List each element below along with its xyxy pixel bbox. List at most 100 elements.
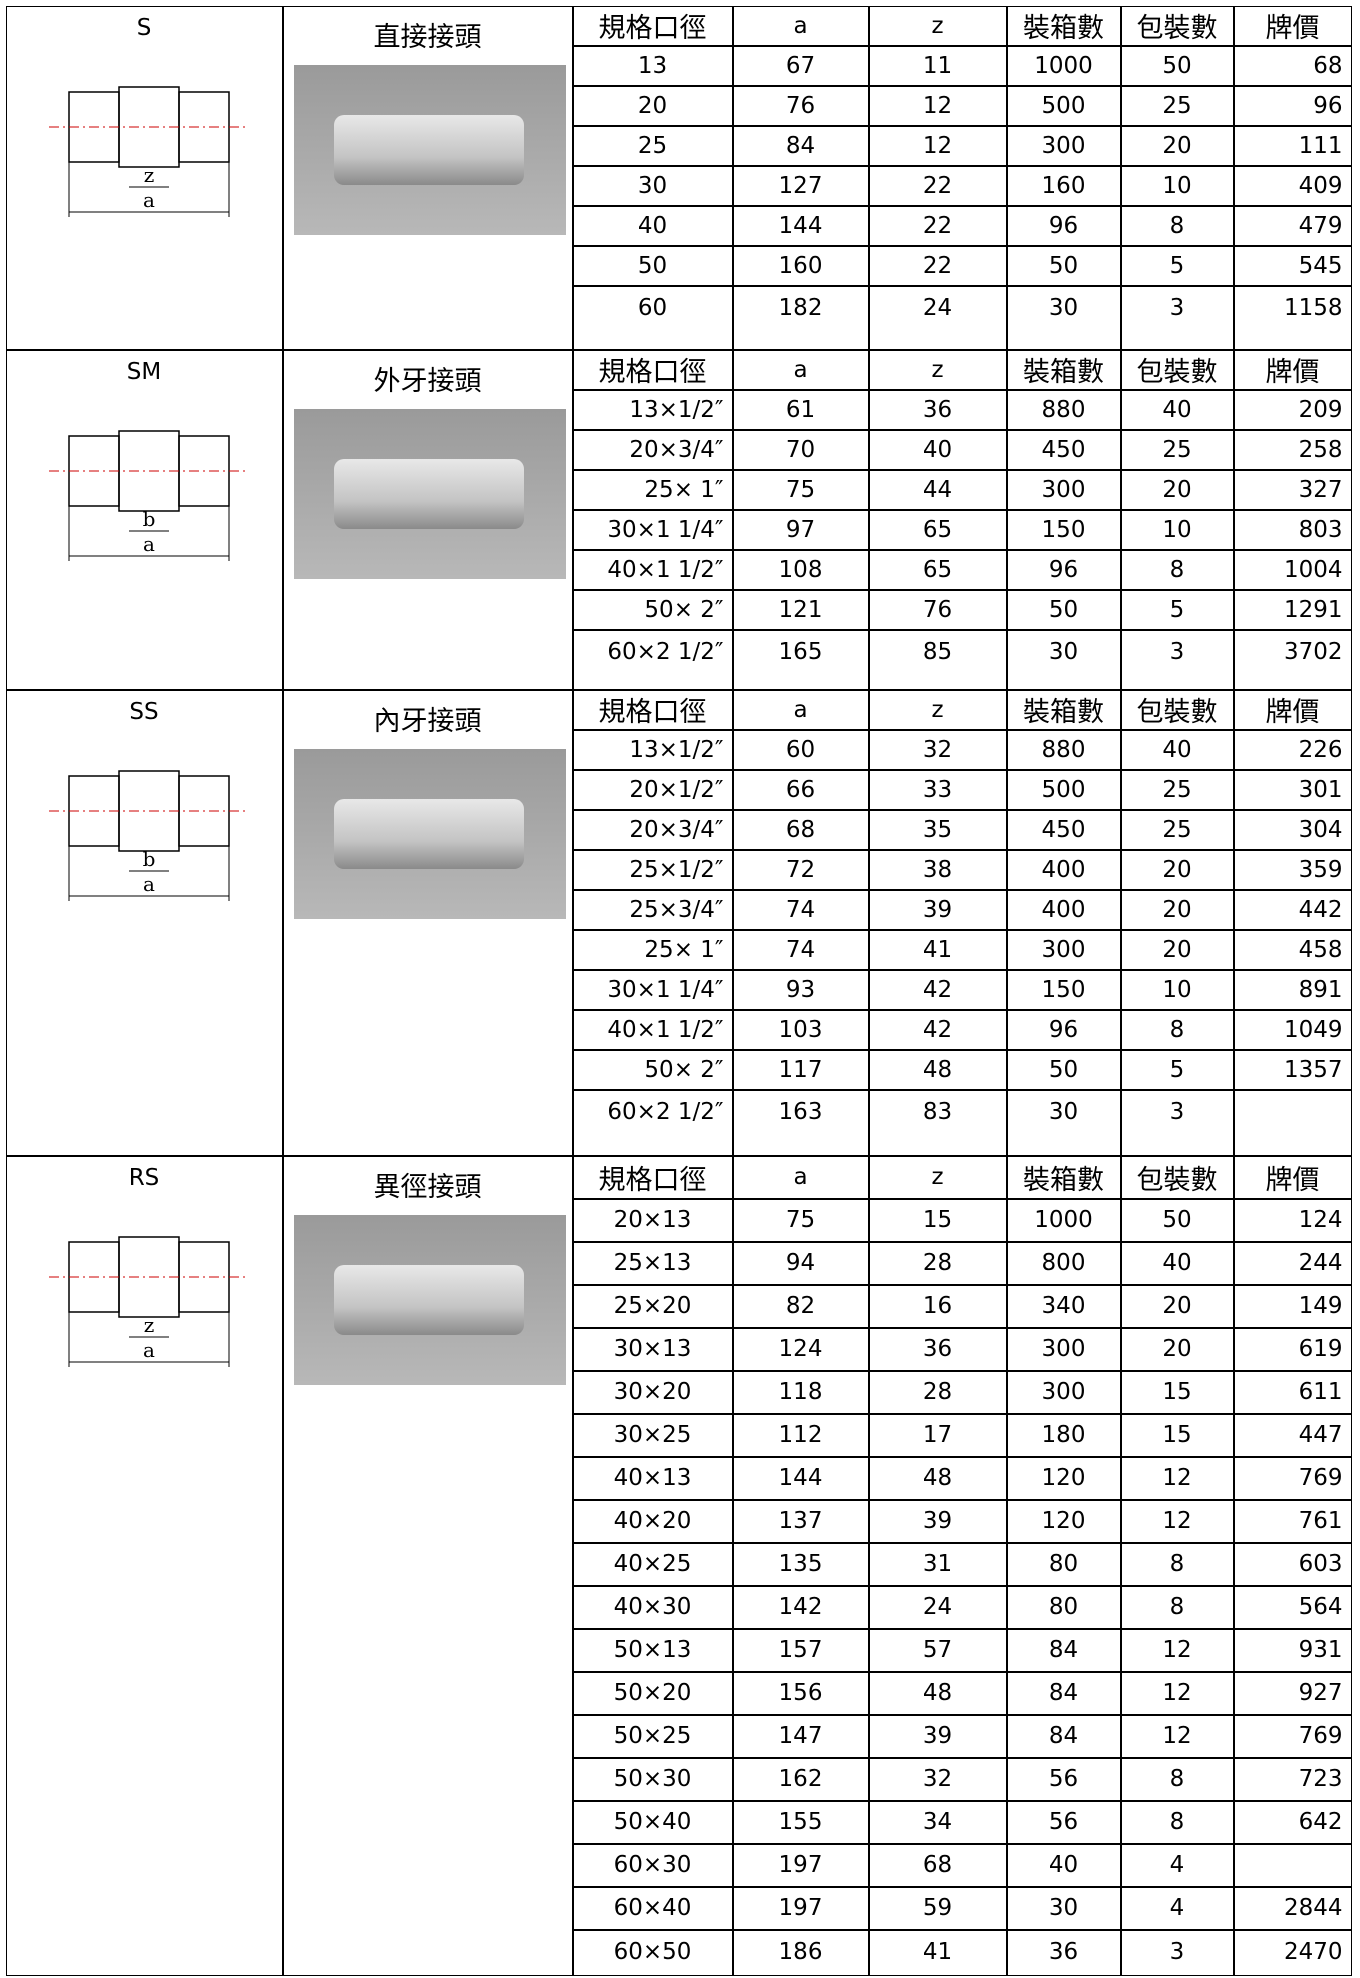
header-cell: a bbox=[732, 349, 869, 390]
table-cell: 30 bbox=[1006, 1886, 1121, 1930]
table-cell: 36 bbox=[868, 1327, 1007, 1371]
table-cell: 1000 bbox=[1006, 1198, 1121, 1242]
table-cell: 20 bbox=[1120, 849, 1234, 890]
table-cell: 10 bbox=[1120, 165, 1234, 206]
table-cell: 147 bbox=[732, 1714, 869, 1758]
table-cell: 25× 1″ bbox=[572, 929, 733, 970]
table-cell: 70 bbox=[732, 429, 869, 470]
section-code: SM b a bbox=[5, 349, 283, 690]
table-cell: 22 bbox=[868, 245, 1007, 286]
table-cell: 28 bbox=[868, 1241, 1007, 1285]
table-cell: 3 bbox=[1120, 629, 1234, 690]
table-cell: 165 bbox=[732, 629, 869, 690]
table-cell: 2470 bbox=[1233, 1929, 1352, 1976]
table-cell: 60×40 bbox=[572, 1886, 733, 1930]
table-cell: 25×3/4″ bbox=[572, 889, 733, 930]
table-cell: 40 bbox=[1120, 1241, 1234, 1285]
table-cell: 48 bbox=[868, 1456, 1007, 1500]
product-name: 直接接頭 bbox=[282, 5, 573, 350]
table-cell: 94 bbox=[732, 1241, 869, 1285]
table-cell: 761 bbox=[1233, 1499, 1352, 1543]
table-cell: 157 bbox=[732, 1628, 869, 1672]
table-cell: 57 bbox=[868, 1628, 1007, 1672]
table-cell: 258 bbox=[1233, 429, 1352, 470]
table-cell: 803 bbox=[1233, 509, 1352, 550]
table-cell: 97 bbox=[732, 509, 869, 550]
table-cell: 40×30 bbox=[572, 1585, 733, 1629]
table-cell: 121 bbox=[732, 589, 869, 630]
dimension-label: a bbox=[143, 188, 155, 212]
table-cell: 42 bbox=[868, 1009, 1007, 1050]
table-cell: 20 bbox=[1120, 929, 1234, 970]
table-cell: 545 bbox=[1233, 245, 1352, 286]
table-cell: 8 bbox=[1120, 1800, 1234, 1844]
table-cell: 400 bbox=[1006, 849, 1121, 890]
table-cell: 8 bbox=[1120, 1542, 1234, 1586]
table-cell: 12 bbox=[1120, 1499, 1234, 1543]
table-cell: 10 bbox=[1120, 509, 1234, 550]
table-cell: 180 bbox=[1006, 1413, 1121, 1457]
table-cell: 13×1/2″ bbox=[572, 389, 733, 430]
header-cell: 包裝數 bbox=[1120, 349, 1234, 390]
table-cell: 186 bbox=[732, 1929, 869, 1976]
table-cell: 1158 bbox=[1233, 285, 1352, 350]
table-cell: 135 bbox=[732, 1542, 869, 1586]
header-cell: 牌價 bbox=[1233, 1155, 1352, 1199]
table-cell: 96 bbox=[1006, 205, 1121, 246]
table-cell: 33 bbox=[868, 769, 1007, 810]
header-cell: 牌價 bbox=[1233, 689, 1352, 730]
table-cell: 66 bbox=[732, 769, 869, 810]
table-cell: 30 bbox=[1006, 285, 1121, 350]
table-cell: 40×13 bbox=[572, 1456, 733, 1500]
table-cell: 50 bbox=[1006, 1049, 1121, 1090]
table-cell: 41 bbox=[868, 929, 1007, 970]
table-cell: 30×1 1/4″ bbox=[572, 509, 733, 550]
table-cell: 160 bbox=[732, 245, 869, 286]
table-cell: 800 bbox=[1006, 1241, 1121, 1285]
table-cell: 61 bbox=[732, 389, 869, 430]
table-cell: 75 bbox=[732, 1198, 869, 1242]
name: 直接接頭 bbox=[373, 21, 482, 53]
table-cell bbox=[1233, 1089, 1352, 1156]
table-cell: 500 bbox=[1006, 769, 1121, 810]
table-cell: 42 bbox=[868, 969, 1007, 1010]
dimension-label: b bbox=[142, 507, 155, 531]
table-cell: 30×25 bbox=[572, 1413, 733, 1457]
table-cell: 149 bbox=[1233, 1284, 1352, 1328]
table-cell: 40×1 1/2″ bbox=[572, 549, 733, 590]
table-cell: 50 bbox=[1006, 589, 1121, 630]
table-cell: 20×3/4″ bbox=[572, 809, 733, 850]
dimension-label: a bbox=[143, 532, 155, 556]
table-cell: 68 bbox=[1233, 45, 1352, 86]
header-cell: 包裝數 bbox=[1120, 5, 1234, 46]
table-cell: 120 bbox=[1006, 1456, 1121, 1500]
table-cell: 127 bbox=[732, 165, 869, 206]
header-cell: 裝箱數 bbox=[1006, 5, 1121, 46]
table-cell: 40 bbox=[868, 429, 1007, 470]
table-cell: 891 bbox=[1233, 969, 1352, 1010]
header-cell: a bbox=[732, 5, 869, 46]
table-cell: 75 bbox=[732, 469, 869, 510]
table-cell: 40×1 1/2″ bbox=[572, 1009, 733, 1050]
table-cell: 301 bbox=[1233, 769, 1352, 810]
table-cell: 611 bbox=[1233, 1370, 1352, 1414]
table-cell: 56 bbox=[1006, 1757, 1121, 1801]
table-cell: 76 bbox=[868, 589, 1007, 630]
table-cell: 197 bbox=[732, 1843, 869, 1887]
table-cell: 50×40 bbox=[572, 1800, 733, 1844]
table-cell: 108 bbox=[732, 549, 869, 590]
table-cell: 30 bbox=[572, 165, 733, 206]
table-cell: 60×50 bbox=[572, 1929, 733, 1976]
table-cell: 458 bbox=[1233, 929, 1352, 970]
table-cell: 20 bbox=[572, 85, 733, 126]
table-cell: 80 bbox=[1006, 1585, 1121, 1629]
table-cell: 24 bbox=[868, 1585, 1007, 1629]
table-cell: 162 bbox=[732, 1757, 869, 1801]
table-cell: 300 bbox=[1006, 469, 1121, 510]
table-cell: 327 bbox=[1233, 469, 1352, 510]
table-cell: 118 bbox=[732, 1370, 869, 1414]
header-cell: 牌價 bbox=[1233, 349, 1352, 390]
table-cell: 60×2 1/2″ bbox=[572, 1089, 733, 1156]
table-cell: 25×20 bbox=[572, 1284, 733, 1328]
